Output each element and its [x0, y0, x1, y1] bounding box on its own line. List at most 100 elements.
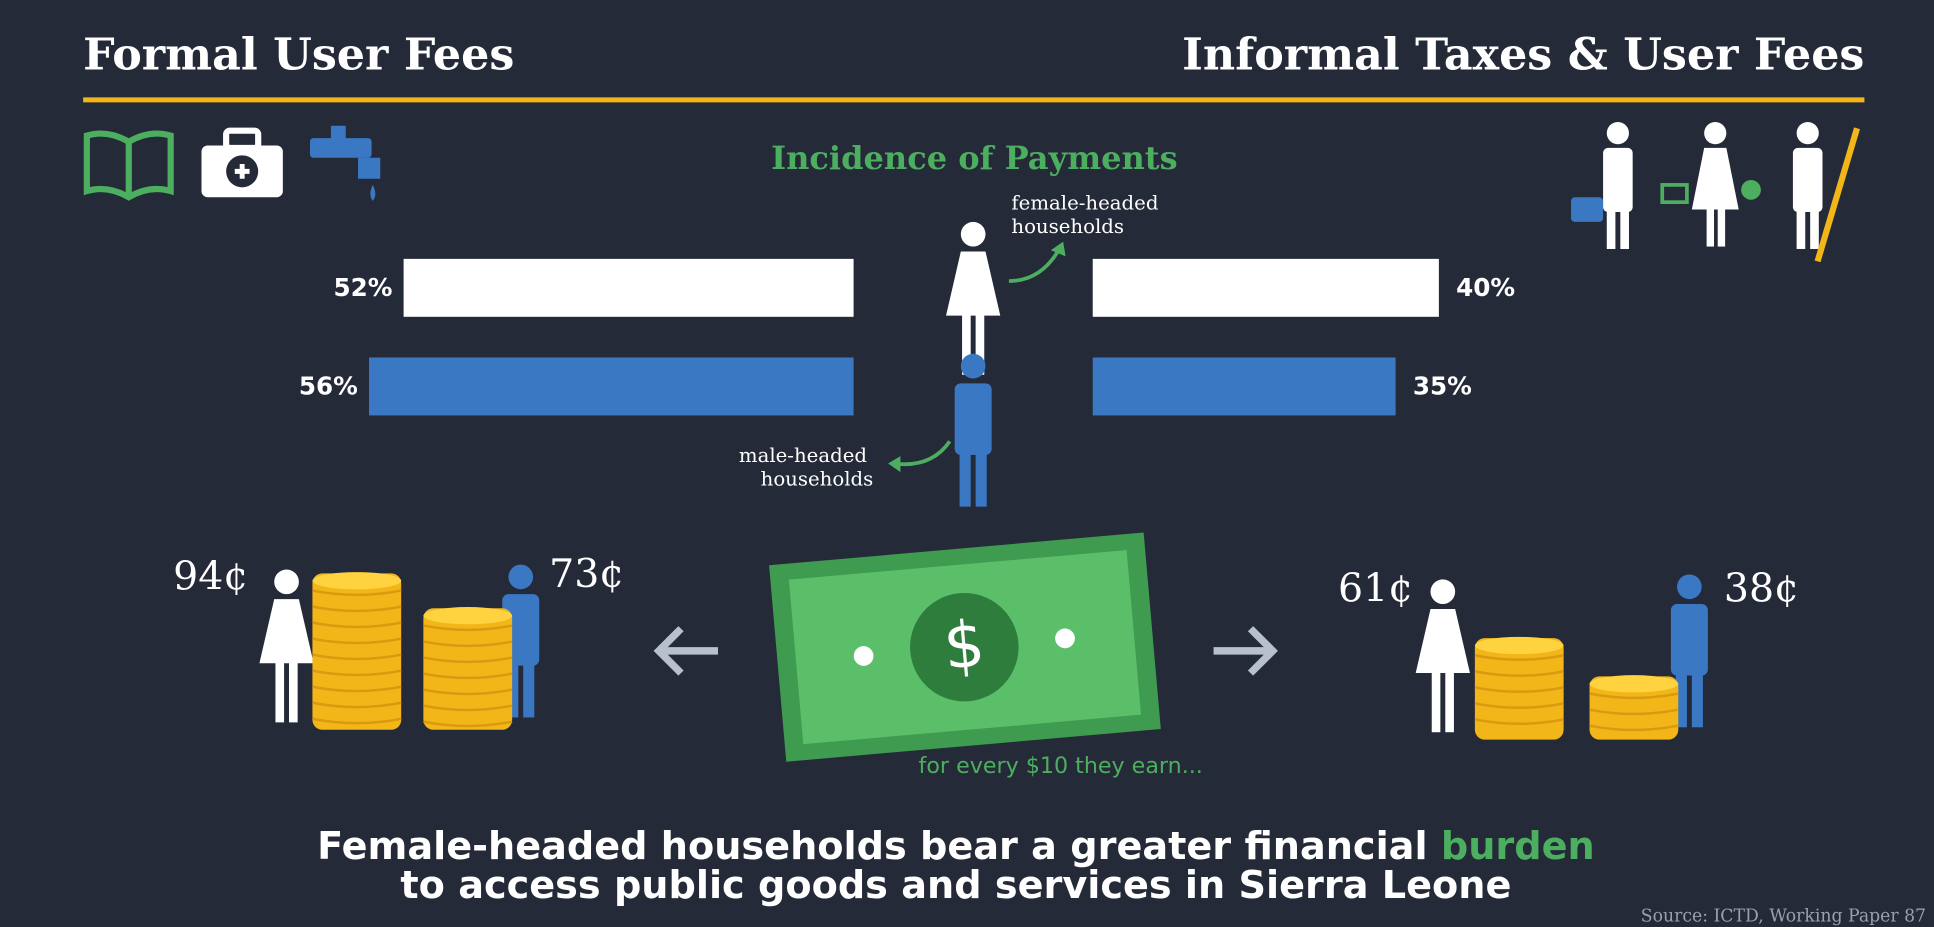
- female-legend-line: female-headed: [1011, 191, 1158, 214]
- coin-edge: [1474, 702, 1564, 709]
- leg: [962, 313, 971, 375]
- female-figure: [259, 569, 314, 723]
- leg: [975, 449, 987, 507]
- dollar-bill: $: [769, 532, 1161, 762]
- bar: [1092, 258, 1439, 317]
- coin-edge: [1474, 654, 1564, 661]
- coin-edge: [1474, 670, 1564, 677]
- coin-stack: [423, 607, 513, 730]
- coin-stack-body: [423, 608, 513, 730]
- bar: [403, 258, 854, 317]
- coin-edge: [312, 685, 402, 693]
- left-arrow: [653, 626, 718, 676]
- bar-label: 35%: [1413, 372, 1472, 401]
- leg: [1445, 670, 1454, 733]
- male-arrow-head: [888, 456, 901, 473]
- leg: [1431, 670, 1441, 733]
- dress: [946, 251, 1001, 316]
- right-arrow: [1213, 626, 1278, 676]
- coin-stack-body: [1474, 638, 1564, 740]
- male-figure: [1670, 574, 1708, 728]
- source: Source: ICTD, Working Paper 87: [1641, 907, 1926, 927]
- male-figure: [954, 353, 992, 507]
- note: for every $10 they earn...: [919, 753, 1203, 779]
- leg: [289, 660, 298, 723]
- coin-edge: [423, 672, 513, 680]
- payment-label: 38¢: [1724, 566, 1799, 612]
- torso: [1670, 604, 1708, 676]
- coin-edge: [312, 637, 402, 645]
- bar-label: 40%: [1456, 273, 1515, 302]
- female-figure: [1415, 579, 1470, 733]
- head: [508, 564, 534, 590]
- conclusion-text: Female-headed households bear a greater …: [317, 825, 1427, 869]
- coin-edge: [423, 720, 513, 728]
- book-icon: [83, 130, 174, 201]
- head: [960, 221, 986, 247]
- worker-icons: [1571, 122, 1860, 263]
- coin-top: [1589, 675, 1679, 693]
- coin-top: [1474, 636, 1564, 655]
- female-legend-line: households: [1011, 214, 1124, 237]
- subtitle: Incidence of Payments: [771, 139, 1178, 177]
- coin-edge: [312, 605, 402, 613]
- payment-label: 61¢: [1338, 566, 1413, 612]
- bar-label: 52%: [334, 273, 393, 302]
- coin-edge: [423, 688, 513, 696]
- bar-label: 56%: [299, 372, 358, 401]
- payment-label: 94¢: [173, 553, 248, 599]
- dress: [259, 599, 314, 664]
- header-left: Formal User Fees: [83, 28, 514, 80]
- male-legend-line: male-headed: [739, 444, 868, 467]
- coin-edge: [312, 589, 402, 597]
- leg: [507, 660, 519, 718]
- leg: [975, 313, 985, 375]
- female-arrow-head: [1050, 241, 1066, 257]
- tap-icon: [309, 125, 381, 201]
- coin-edge: [312, 669, 402, 677]
- conclusion-highlight: burden: [1441, 825, 1595, 869]
- conclusion-line: to access public goods and services in S…: [400, 864, 1511, 908]
- leg: [523, 660, 535, 718]
- male-legend: male-headed households: [739, 444, 873, 490]
- coin-edge: [1589, 708, 1679, 716]
- header-right: Informal Taxes & User Fees: [1182, 28, 1864, 80]
- male-legend-line: households: [761, 467, 874, 490]
- coin-edge: [312, 621, 402, 629]
- female-legend: female-headed households: [1011, 191, 1164, 237]
- coin-edge: [423, 656, 513, 664]
- head: [1677, 574, 1702, 600]
- head: [274, 569, 299, 595]
- coin-edge: [312, 701, 402, 709]
- coin-edge: [423, 624, 513, 632]
- coin-stack: [1589, 675, 1679, 740]
- coin-edge: [1589, 692, 1679, 700]
- female-figure: [946, 221, 1001, 375]
- coin-stack: [312, 572, 402, 730]
- conclusion-line: Female-headed households bear a greater …: [317, 825, 1595, 869]
- coin-edge: [423, 704, 513, 712]
- head: [960, 353, 986, 379]
- leg: [275, 660, 285, 723]
- coin-stack: [1474, 636, 1564, 740]
- leg: [959, 449, 971, 507]
- coin-edge: [312, 653, 402, 661]
- coin-edge: [423, 640, 513, 648]
- coin-edge: [1474, 686, 1564, 693]
- medkit-icon: [201, 127, 283, 198]
- leg: [1691, 670, 1703, 728]
- coin-top: [312, 572, 402, 590]
- coin-edge: [1589, 724, 1679, 732]
- bill-symbol: $: [941, 608, 988, 685]
- male-figure: [502, 564, 540, 718]
- bar: [368, 357, 854, 416]
- bar: [1092, 357, 1396, 416]
- torso: [954, 383, 992, 455]
- coin-top: [423, 607, 513, 625]
- head: [1430, 579, 1456, 605]
- payment-label: 73¢: [549, 551, 624, 597]
- leg: [1675, 670, 1687, 728]
- coin-stack-body: [1589, 676, 1679, 740]
- coin-edge: [312, 717, 402, 725]
